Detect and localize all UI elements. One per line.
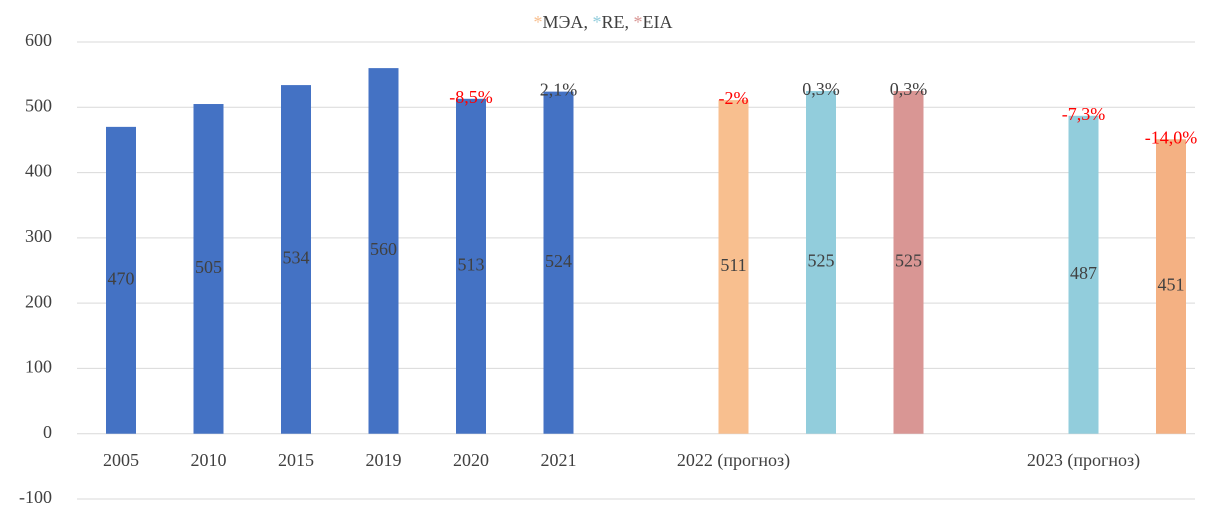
value-label: 470 [108, 268, 135, 288]
y-tick-label: -100 [19, 487, 52, 507]
bar [1156, 139, 1186, 434]
y-tick-label: 400 [25, 161, 52, 181]
change-label: -14,0% [1145, 127, 1198, 147]
change-label: -7,3% [1062, 104, 1106, 124]
y-tick-label: 600 [25, 30, 52, 50]
bar [281, 85, 311, 434]
change-label: 2,1% [540, 80, 578, 100]
legend-marker: * [534, 12, 543, 32]
legend-label: МЭА [543, 12, 584, 32]
legend-separator: , [583, 12, 592, 32]
x-tick-label: 2019 [366, 450, 402, 470]
change-label: 0,3% [802, 79, 840, 99]
value-label: 505 [195, 257, 222, 277]
y-tick-label: 0 [43, 422, 52, 442]
value-label: 451 [1158, 275, 1185, 295]
change-label: -8,5% [449, 87, 493, 107]
value-label: 534 [283, 248, 310, 268]
legend: *МЭА, *RE, *EIA [534, 12, 673, 32]
value-label: 525 [895, 250, 922, 270]
y-tick-label: 500 [25, 95, 52, 115]
bar [368, 68, 399, 434]
value-label: 513 [458, 254, 485, 274]
bar [193, 104, 224, 434]
x-tick-label: 2021 [541, 450, 577, 470]
legend-label: EIA [642, 12, 672, 32]
bar [1068, 115, 1099, 434]
value-label: 525 [808, 250, 835, 270]
value-label: 487 [1070, 263, 1097, 283]
legend-label: RE [601, 12, 624, 32]
bar [106, 126, 136, 434]
legend-marker: * [633, 12, 642, 32]
legend-marker: * [592, 12, 601, 32]
x-tick-label: 2022 (прогноз) [677, 450, 790, 471]
x-tick-label: 2023 (прогноз) [1027, 450, 1140, 471]
y-tick-label: 200 [25, 291, 52, 311]
y-tick-label: 100 [25, 357, 52, 377]
value-label: 524 [545, 251, 572, 271]
bar [718, 100, 749, 434]
y-tick-label: 300 [25, 226, 52, 246]
x-tick-label: 2005 [103, 450, 139, 470]
change-label: -2% [719, 88, 749, 108]
value-label: 560 [370, 239, 397, 259]
x-tick-label: 2010 [191, 450, 227, 470]
bar [543, 91, 574, 434]
change-label: 0,3% [890, 79, 928, 99]
x-tick-label: 2015 [278, 450, 314, 470]
value-label: 511 [720, 255, 746, 275]
bar [456, 98, 486, 434]
legend-separator: , [624, 12, 633, 32]
bar [806, 90, 836, 434]
x-tick-label: 2020 [453, 450, 489, 470]
bar [893, 90, 924, 434]
